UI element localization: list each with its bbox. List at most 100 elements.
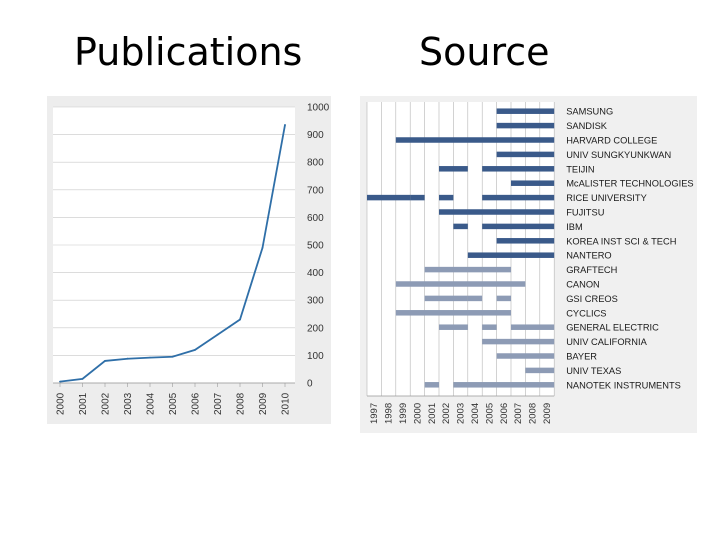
organization-label: SAMSUNG bbox=[566, 107, 613, 117]
timeline-bar bbox=[395, 137, 555, 143]
year-tick-label: 2008 bbox=[528, 403, 539, 424]
data-point bbox=[126, 357, 129, 360]
timeline-bar bbox=[467, 252, 555, 258]
year-tick-label: 2009 bbox=[542, 403, 553, 424]
y-tick-label: 100 bbox=[307, 351, 324, 362]
timeline-bar bbox=[496, 151, 555, 158]
x-tick-label: 2002 bbox=[101, 392, 112, 415]
timeline-bar bbox=[496, 353, 555, 359]
data-point bbox=[194, 348, 196, 351]
data-point bbox=[171, 355, 174, 358]
y-tick-label: 200 bbox=[307, 323, 324, 334]
organization-label: UNIV CALIFORNIA bbox=[566, 337, 647, 347]
y-tick-label: 0 bbox=[307, 379, 313, 390]
timeline-bar bbox=[482, 194, 555, 201]
organization-label: TEIJIN bbox=[566, 164, 594, 174]
publications-chart-panel: 0 100 200 300 400 500 600 700 800 900 1000 2000 2001… bbox=[47, 96, 331, 424]
y-tick-label: 400 bbox=[307, 268, 324, 279]
year-tick-label: 2003 bbox=[456, 403, 467, 424]
year-tick-label: 2005 bbox=[484, 403, 495, 424]
data-point bbox=[261, 246, 264, 249]
year-tick-label: 1999 bbox=[398, 403, 409, 424]
year-tick-label: 2007 bbox=[513, 403, 524, 424]
timeline-bar bbox=[453, 223, 468, 230]
data-point bbox=[81, 377, 84, 380]
y-tick-label: 700 bbox=[307, 185, 324, 196]
y-tick-label: 600 bbox=[307, 213, 324, 224]
source-timeline-chart: 1997 1998 1999 2000 2001 2002 2003 2004 2005 2006… bbox=[366, 102, 694, 424]
plot-area bbox=[367, 102, 555, 396]
y-tick-label: 900 bbox=[307, 130, 324, 141]
organization-label: GRAFTECH bbox=[566, 265, 617, 275]
timeline-bar bbox=[496, 122, 555, 129]
organization-label: McALISTER TECHNOLOGIES bbox=[566, 179, 693, 189]
y-tick-label: 500 bbox=[307, 241, 324, 252]
year-tick-label: 1997 bbox=[369, 403, 380, 424]
timeline-bar bbox=[525, 367, 555, 374]
timeline-bar bbox=[424, 266, 511, 273]
x-tick-label: 2006 bbox=[191, 392, 202, 415]
year-tick-label: 2004 bbox=[470, 403, 481, 424]
x-tick-label: 2000 bbox=[56, 392, 67, 415]
timeline-bar bbox=[482, 166, 555, 172]
publications-title: Publications bbox=[74, 30, 303, 74]
timeline-bar bbox=[439, 324, 468, 330]
y-tick-label: 800 bbox=[307, 158, 324, 169]
data-point bbox=[216, 333, 219, 336]
timeline-bar bbox=[424, 295, 468, 302]
data-point bbox=[149, 356, 151, 359]
data-point bbox=[104, 360, 106, 362]
timeline-bar bbox=[496, 108, 555, 114]
organization-label: CANON bbox=[566, 280, 600, 290]
timeline-bar bbox=[467, 295, 483, 302]
timeline-bar bbox=[395, 310, 511, 316]
y-tick-label: 300 bbox=[307, 296, 324, 307]
timeline-bar bbox=[511, 180, 555, 186]
timeline-bar bbox=[410, 194, 425, 201]
year-tick-label: 1998 bbox=[384, 403, 395, 424]
organization-label: GENERAL ELECTRIC bbox=[566, 323, 659, 333]
data-point bbox=[284, 124, 286, 126]
timeline-bar bbox=[453, 382, 555, 388]
timeline-bar bbox=[439, 209, 555, 215]
organization-label: GSI CREOS bbox=[566, 294, 618, 304]
timeline-bar bbox=[367, 194, 411, 201]
timeline-bar bbox=[439, 194, 454, 201]
data-point bbox=[59, 380, 61, 383]
timeline-bar bbox=[482, 338, 555, 345]
timeline-bar bbox=[511, 324, 555, 330]
x-tick-label: 2007 bbox=[213, 392, 224, 415]
data-point bbox=[239, 318, 241, 321]
organization-label: FUJITSU bbox=[566, 208, 604, 218]
x-tick-label: 2009 bbox=[258, 392, 269, 415]
x-tick-label: 2004 bbox=[146, 392, 157, 415]
timeline-bar bbox=[482, 223, 555, 230]
organization-label: NANTERO bbox=[566, 251, 611, 261]
timeline-bar bbox=[439, 166, 468, 172]
x-tick-label: 2003 bbox=[123, 392, 134, 415]
organization-label: SANDISK bbox=[566, 121, 608, 131]
year-tick-label: 2001 bbox=[427, 403, 438, 424]
organization-label: CYCLICS bbox=[566, 308, 606, 318]
timeline-bar bbox=[496, 295, 511, 302]
organization-label: HARVARD COLLEGE bbox=[566, 136, 657, 146]
timeline-bar bbox=[482, 324, 497, 330]
year-tick-label: 2006 bbox=[499, 403, 510, 424]
organization-label: KOREA INST SCI & TECH bbox=[566, 236, 676, 246]
organization-label: UNIV SUNGKYUNKWAN bbox=[566, 150, 671, 160]
x-tick-label: 2005 bbox=[168, 392, 179, 415]
year-tick-label: 2000 bbox=[412, 403, 423, 424]
timeline-bar bbox=[496, 238, 555, 244]
timeline-bar bbox=[424, 382, 439, 388]
y-tick-label: 1000 bbox=[307, 103, 330, 114]
x-tick-label: 2001 bbox=[78, 392, 89, 415]
source-title: Source bbox=[419, 30, 550, 74]
publications-line-chart: 0 100 200 300 400 500 600 700 800 900 1000 2000 2001… bbox=[53, 103, 330, 415]
x-tick-label: 2010 bbox=[281, 392, 292, 415]
organization-label: BAYER bbox=[566, 352, 597, 362]
source-chart-panel: 1997 1998 1999 2000 2001 2002 2003 2004 2005 2006… bbox=[360, 96, 697, 433]
x-tick-label: 2008 bbox=[236, 392, 247, 415]
organization-label: UNIV TEXAS bbox=[566, 366, 621, 376]
year-tick-label: 2002 bbox=[441, 403, 452, 424]
organization-label: IBM bbox=[566, 222, 583, 232]
